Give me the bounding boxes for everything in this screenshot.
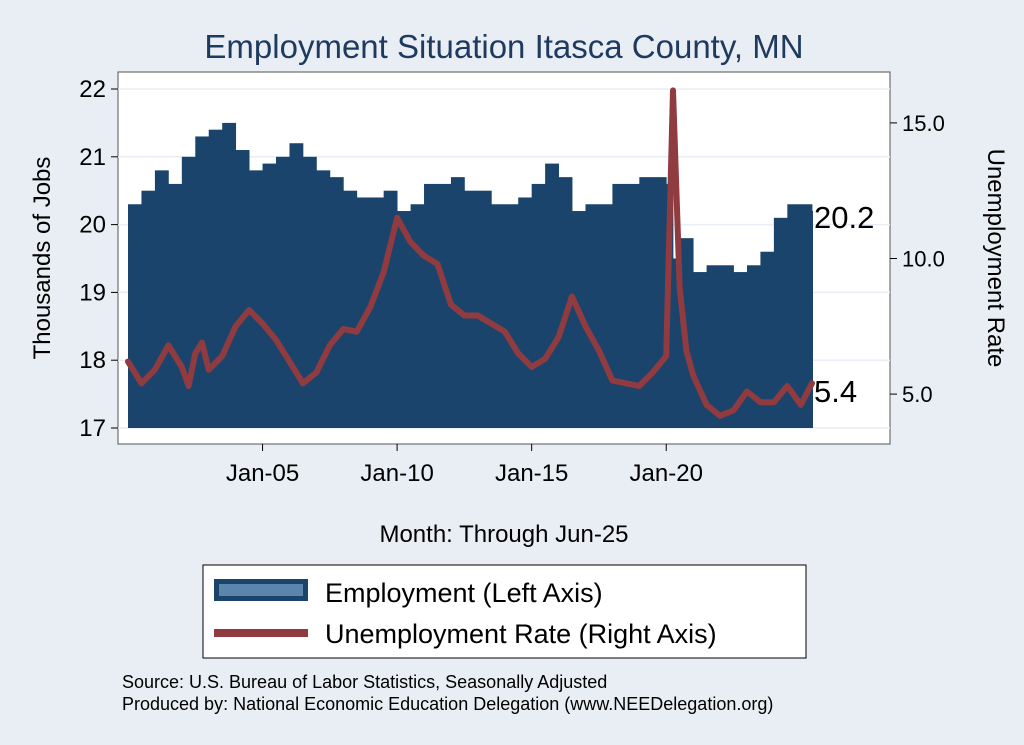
employment-bar [262, 163, 277, 428]
legend-label-employment: Employment (Left Axis) [325, 578, 603, 608]
x-tick-label: Jan-15 [495, 460, 568, 487]
employment-bar [746, 265, 761, 428]
employment-bar [397, 211, 411, 428]
employment-bar [356, 197, 371, 428]
employment-bar [720, 265, 734, 428]
employment-bar [424, 183, 438, 428]
x-tick-label: Jan-05 [226, 460, 299, 487]
employment-bar [437, 183, 452, 428]
y2-tick-label: 15.0 [902, 111, 945, 136]
employment-bar [249, 170, 263, 429]
unemployment-line [125, 87, 815, 419]
legend-label-unemployment: Unemployment Rate (Right Axis) [325, 619, 717, 649]
legend-swatch-employment-inner [219, 584, 303, 596]
left-axis: 17 18 19 20 21 22 [79, 76, 118, 442]
employment-bar [235, 150, 250, 428]
employment-bar [625, 183, 640, 428]
employment-bar [572, 211, 586, 428]
employment-bar [812, 211, 813, 428]
y2-tick-label: 10.0 [902, 247, 945, 272]
employment-bar [168, 183, 183, 428]
employment-bar [329, 177, 344, 428]
y2-tick-label: 5.0 [902, 382, 933, 407]
employment-bar [370, 197, 385, 428]
chart-title: Employment Situation Itasca County, MN [204, 28, 803, 65]
employment-bar [276, 156, 290, 429]
employment-bar [706, 265, 721, 428]
employment-bar [558, 177, 573, 428]
employment-end-label: 20.2 [814, 200, 874, 235]
employment-bar [504, 204, 519, 428]
produced-by-note: Produced by: National Economic Education… [122, 694, 773, 714]
unemployment-end-label: 5.4 [814, 374, 857, 409]
employment-bar [545, 163, 559, 428]
y-tick-label: 20 [79, 212, 106, 239]
y2-axis-title: Unemployment Rate [982, 149, 1009, 368]
employment-bar [800, 204, 813, 428]
employment-bar [585, 204, 600, 428]
bottom-axis: Jan-05 Jan-10 Jan-15 Jan-20 [226, 444, 703, 487]
y-tick-label: 21 [79, 144, 106, 171]
source-note: Source: U.S. Bureau of Labor Statistics,… [122, 672, 607, 692]
employment-bar [491, 204, 506, 428]
employment-bar [672, 258, 681, 428]
legend: Employment (Left Axis) Unemployment Rate… [202, 564, 807, 659]
employment-bar [612, 183, 627, 428]
employment-bar [343, 190, 358, 428]
employment-bar [141, 190, 156, 428]
y-axis-title: Thousands of Jobs [29, 157, 56, 360]
employment-bar [598, 204, 613, 428]
employment-bar [316, 170, 331, 429]
y-tick-label: 18 [79, 347, 106, 374]
employment-bar [302, 156, 317, 429]
y-tick-label: 17 [79, 415, 106, 442]
x-tick-label: Jan-20 [630, 460, 703, 487]
y-tick-label: 22 [79, 76, 106, 103]
employment-bar [518, 197, 533, 428]
employment-bar [450, 177, 465, 428]
y-tick-label: 19 [79, 279, 106, 306]
employment-bar [652, 177, 667, 428]
x-tick-label: Jan-10 [360, 460, 433, 487]
employment-bar [787, 204, 802, 428]
employment-bar [760, 251, 775, 428]
employment-bar [773, 217, 788, 428]
employment-bar [733, 272, 748, 428]
employment-bar [639, 177, 654, 428]
employment-bar [222, 122, 237, 429]
right-axis: 5.0 10.0 15.0 [890, 111, 945, 407]
employment-bar [289, 143, 304, 429]
employment-bar [410, 204, 425, 428]
employment-bar [154, 170, 169, 429]
employment-bar [195, 136, 210, 428]
employment-bar [208, 129, 223, 428]
employment-bar [464, 190, 479, 428]
employment-bar [128, 204, 142, 428]
employment-bar [531, 183, 546, 428]
employment-bar [477, 190, 492, 428]
x-axis-title: Month: Through Jun-25 [379, 521, 628, 548]
